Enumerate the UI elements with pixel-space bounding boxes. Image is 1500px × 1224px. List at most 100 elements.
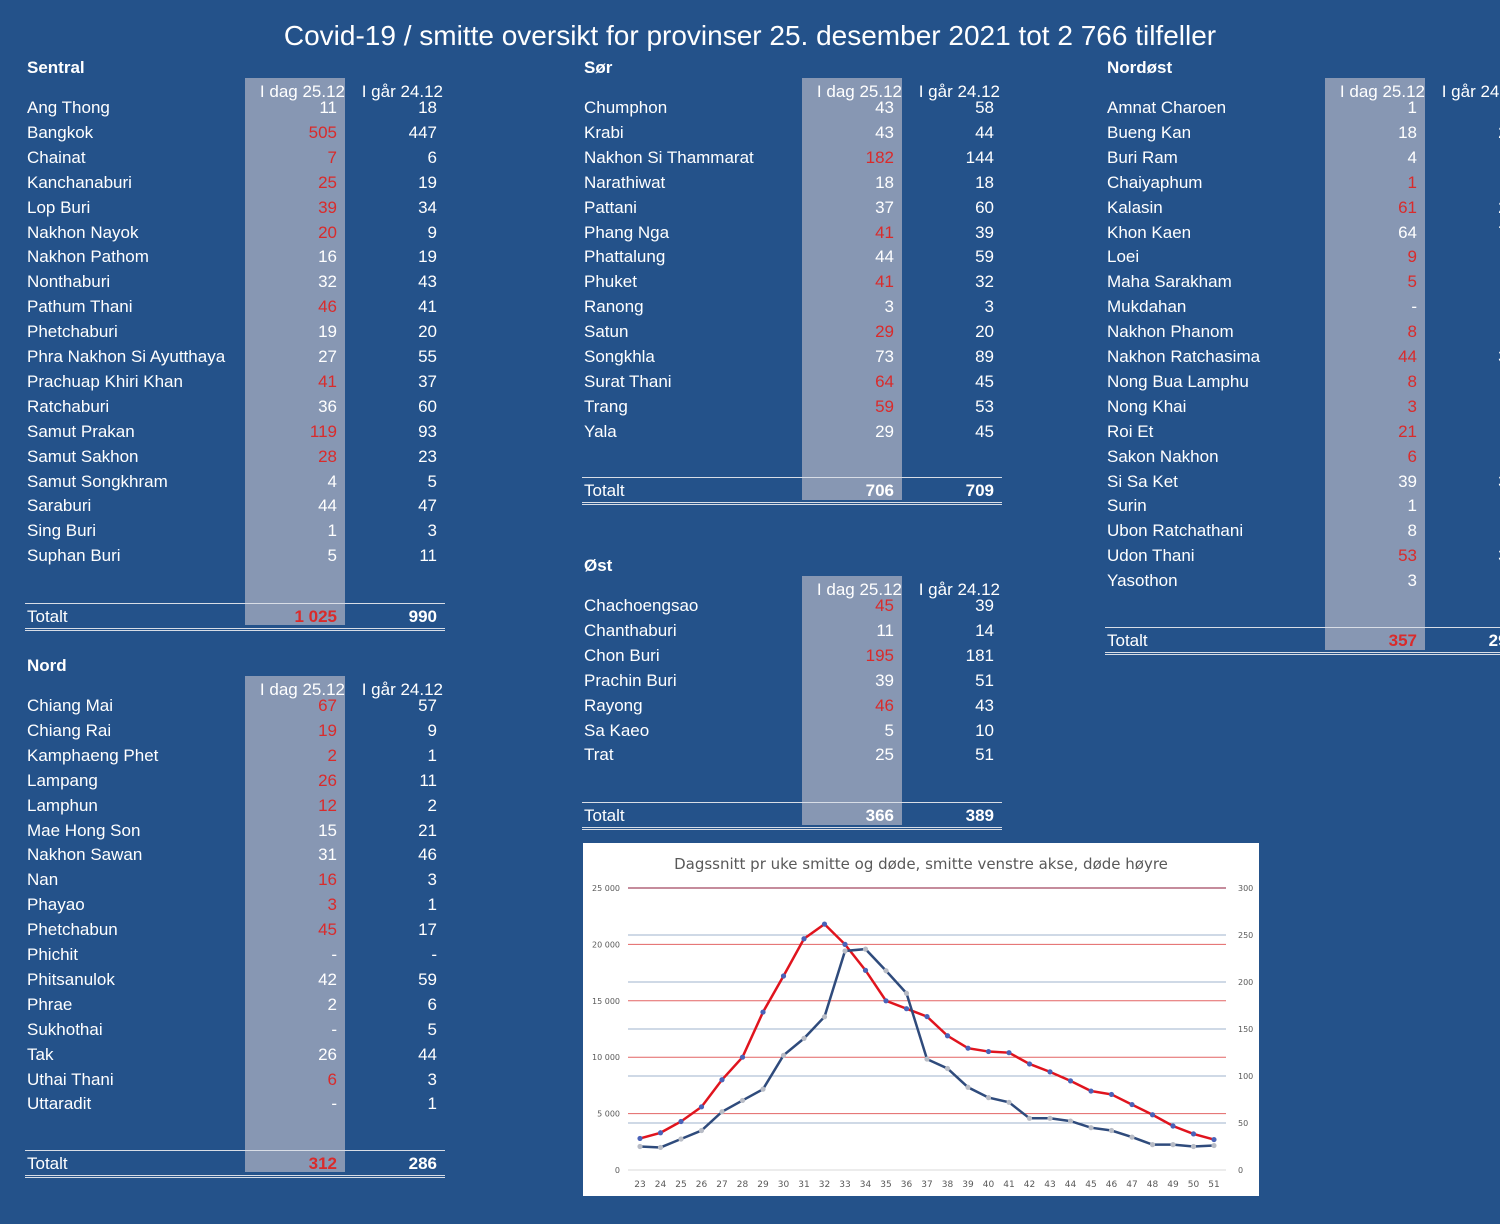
- province-name: Mae Hong Son: [27, 820, 141, 840]
- today-value: 15: [318, 820, 337, 840]
- x-tick-label: 45: [1085, 1180, 1096, 1190]
- data-point: [903, 1006, 910, 1012]
- table-row: Satun 29 20: [582, 322, 1002, 347]
- province-name: Pattani: [584, 197, 637, 217]
- data-point: [1026, 1061, 1033, 1067]
- x-tick-label: 35: [880, 1180, 891, 1190]
- province-name: Ratchaburi: [27, 396, 110, 416]
- x-tick-label: 27: [716, 1180, 727, 1190]
- header-today: I dag 25.12: [1339, 82, 1425, 101]
- today-column-shade: [802, 78, 902, 500]
- table-row: Ranong 3 3: [582, 297, 1002, 322]
- province-name: Samut Prakan: [27, 421, 135, 441]
- y-right-tick-label: 0: [1238, 1166, 1243, 1175]
- data-point: [678, 1136, 684, 1142]
- today-value: 2: [327, 994, 337, 1014]
- table-row: Uthai Thani 6 3: [25, 1070, 445, 1095]
- province-name: Ubon Ratchathani: [1107, 521, 1244, 541]
- today-value: 29: [875, 322, 894, 342]
- yesterday-value: 39: [1498, 546, 1500, 566]
- data-point: [801, 936, 807, 942]
- data-point: [985, 1095, 992, 1101]
- data-point: [801, 1035, 807, 1041]
- yesterday-value: 44: [418, 1044, 437, 1064]
- yesterday-value: 11: [419, 770, 437, 790]
- data-point: [1026, 1115, 1033, 1121]
- province-name: Ranong: [584, 297, 644, 317]
- today-value: 3: [884, 297, 894, 317]
- today-value: 28: [318, 446, 337, 466]
- yesterday-value: 53: [975, 396, 994, 416]
- yesterday-value: 22: [1498, 123, 1500, 143]
- today-value: -: [331, 1094, 337, 1114]
- table-row: Roi Et219: [1105, 422, 1500, 447]
- today-value: 20: [318, 222, 337, 242]
- header-yesterday: I går 24.12: [918, 82, 1000, 101]
- province-name: Nakhon Ratchasima: [1107, 347, 1261, 366]
- today-value: 43: [875, 98, 894, 117]
- today-value: 19: [318, 322, 337, 342]
- table-row: Loei93: [1105, 247, 1500, 272]
- yesterday-value: 21: [418, 820, 437, 840]
- province-name: Chumphon: [584, 98, 668, 117]
- yesterday-value: 45: [975, 421, 994, 441]
- yesterday-value: 59: [418, 969, 437, 989]
- x-tick-label: 43: [1044, 1180, 1055, 1190]
- data-point: [924, 1056, 930, 1062]
- province-name: Chainat: [27, 147, 86, 167]
- data-point: [965, 1045, 971, 1051]
- today-value: 5: [884, 720, 894, 740]
- today-value: 16: [318, 247, 337, 267]
- province-name: Chanthaburi: [584, 620, 677, 640]
- today-value: 39: [318, 197, 337, 217]
- table-row: Nakhon Si Thammarat 182 144: [582, 148, 1002, 173]
- table-row: Kanchanaburi 25 19: [25, 173, 445, 198]
- region-4: Nordøst I dag 25.12 I går 24.12 Amnat Charo…: [1105, 58, 1500, 655]
- table-row: Chiang Mai 67 57: [25, 696, 445, 721]
- header-today: I dag 25.12: [259, 82, 345, 101]
- today-value: 7: [327, 147, 337, 167]
- province-name: Nakhon Nayok: [27, 222, 139, 242]
- yesterday-value: 55: [418, 347, 437, 366]
- province-name: Prachin Buri: [584, 670, 677, 690]
- data-point: [821, 1014, 828, 1020]
- yesterday-value: 60: [975, 197, 994, 217]
- table-row: Sukhothai - 5: [25, 1020, 445, 1045]
- province-name: Trat: [584, 745, 614, 765]
- yesterday-value: 89: [975, 347, 994, 366]
- y-left-tick-label: 5 000: [597, 1110, 620, 1119]
- today-value: 19: [318, 720, 337, 740]
- x-tick-label: 46: [1106, 1180, 1118, 1190]
- table-row: Amnat Charoen12: [1105, 98, 1500, 123]
- data-point: [657, 1130, 664, 1136]
- total-today: 706: [865, 481, 894, 500]
- y-right-tick-label: 50: [1238, 1119, 1248, 1128]
- table-row: Chumphon 43 58: [582, 98, 1002, 123]
- province-name: Phayao: [27, 895, 85, 915]
- yesterday-value: 46: [418, 845, 437, 865]
- province-name: Yala: [584, 421, 617, 441]
- region-name: Sør: [584, 58, 613, 77]
- region-name: Sentral: [27, 58, 85, 77]
- data-point: [1006, 1050, 1012, 1056]
- today-value: 45: [318, 920, 337, 940]
- today-value: 26: [318, 1044, 337, 1064]
- today-value: 9: [1407, 247, 1417, 267]
- weekly-average-chart: Dagssnitt pr uke smitte og døde, smitte …: [583, 843, 1259, 1196]
- today-value: 61: [1398, 197, 1417, 217]
- province-name: Nakhon Sawan: [27, 845, 143, 865]
- province-name: Tak: [27, 1044, 54, 1064]
- x-tick-label: 39: [962, 1180, 974, 1190]
- total-yesterday: 286: [408, 1154, 437, 1173]
- data-point: [1129, 1134, 1135, 1140]
- yesterday-value: 3: [427, 870, 437, 890]
- today-value: 29: [875, 421, 894, 441]
- today-value: 39: [1398, 471, 1417, 491]
- table-row: Pattani 37 60: [582, 198, 1002, 223]
- today-value: 4: [327, 471, 337, 491]
- data-point: [944, 1065, 951, 1072]
- table-row: Nakhon Nayok 20 9: [25, 223, 445, 248]
- yesterday-value: 44: [975, 122, 994, 142]
- yesterday-value: 58: [975, 98, 994, 117]
- yesterday-value: 47: [418, 496, 437, 516]
